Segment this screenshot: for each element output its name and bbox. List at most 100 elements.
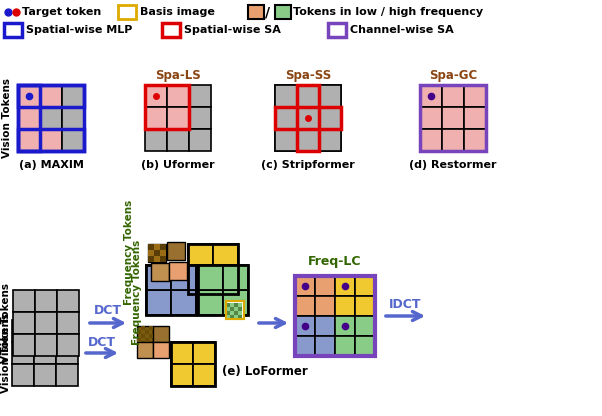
Bar — [167, 107, 189, 129]
Bar — [62, 107, 84, 129]
Text: IDCT: IDCT — [389, 297, 422, 310]
Bar — [18, 129, 40, 151]
Bar — [57, 334, 79, 356]
Bar — [355, 316, 375, 336]
Bar — [137, 330, 141, 334]
Text: (e) LoFormer: (e) LoFormer — [222, 366, 308, 379]
Bar — [167, 129, 189, 151]
Bar — [137, 342, 153, 358]
Bar — [193, 342, 215, 364]
Bar — [154, 250, 160, 256]
Bar — [12, 320, 34, 342]
Text: (b) Uformer: (b) Uformer — [141, 160, 215, 170]
Bar — [213, 269, 238, 294]
Bar — [319, 85, 341, 107]
Bar — [230, 307, 234, 311]
Bar — [18, 129, 84, 151]
Bar — [189, 129, 211, 151]
Bar — [137, 326, 153, 342]
Text: Vision Tokens: Vision Tokens — [1, 283, 11, 363]
Bar — [315, 336, 335, 356]
Bar — [275, 107, 341, 129]
Bar — [4, 23, 22, 37]
Bar — [275, 129, 297, 151]
Bar — [295, 276, 315, 296]
Bar — [145, 330, 149, 334]
Text: Spatial-wise SA: Spatial-wise SA — [184, 25, 281, 35]
Bar — [226, 303, 230, 307]
Bar — [297, 129, 319, 151]
Bar — [57, 312, 79, 334]
Bar — [226, 301, 244, 319]
Bar — [297, 85, 319, 107]
Text: Vision Tokens: Vision Tokens — [1, 313, 11, 393]
Bar — [226, 301, 244, 319]
Bar — [315, 316, 335, 336]
Bar — [328, 23, 346, 37]
Text: Vision Tokens: Vision Tokens — [2, 78, 12, 158]
Bar — [464, 85, 486, 107]
Bar — [160, 244, 166, 250]
Bar — [226, 311, 230, 315]
Bar — [145, 85, 167, 107]
Bar — [162, 23, 180, 37]
Bar — [13, 312, 35, 334]
Bar — [160, 256, 166, 262]
Bar — [355, 276, 375, 296]
Bar — [146, 265, 196, 315]
Bar — [420, 85, 486, 151]
Bar — [167, 242, 185, 260]
Bar — [238, 307, 242, 311]
Bar — [238, 315, 242, 319]
Bar — [118, 5, 136, 19]
Bar — [18, 85, 84, 151]
Bar — [234, 307, 238, 311]
Bar — [40, 85, 62, 107]
Bar — [420, 85, 442, 107]
Bar — [167, 107, 189, 129]
Bar — [319, 107, 341, 129]
Bar — [297, 107, 319, 129]
Bar — [198, 290, 223, 315]
Bar — [234, 303, 238, 307]
Bar — [213, 244, 238, 269]
Bar — [319, 129, 341, 151]
Bar — [148, 244, 154, 250]
Bar — [56, 364, 78, 386]
Bar — [297, 129, 319, 151]
Bar — [335, 296, 355, 316]
Bar — [230, 315, 234, 319]
Bar — [297, 107, 319, 129]
Bar — [275, 129, 297, 151]
Bar — [297, 107, 319, 129]
Bar — [145, 85, 167, 107]
Bar — [145, 107, 167, 129]
Bar — [18, 85, 40, 107]
Bar — [141, 326, 145, 330]
Bar — [226, 307, 230, 311]
Bar — [34, 342, 56, 364]
Text: (c) Stripformer: (c) Stripformer — [261, 160, 355, 170]
Bar — [193, 364, 215, 386]
Bar — [148, 250, 154, 256]
Bar — [188, 269, 213, 294]
Bar — [248, 5, 264, 19]
Bar — [295, 336, 315, 356]
Bar — [275, 107, 297, 129]
Bar — [297, 107, 319, 129]
Bar — [151, 263, 169, 281]
Bar — [40, 129, 62, 151]
Bar — [275, 107, 297, 129]
Bar — [319, 85, 341, 107]
Bar — [137, 338, 141, 342]
Bar — [226, 315, 230, 319]
Bar — [160, 250, 166, 256]
Bar — [34, 364, 56, 386]
Bar — [297, 129, 319, 151]
Bar — [238, 311, 242, 315]
Bar — [171, 342, 215, 386]
Bar — [189, 85, 211, 107]
Bar — [13, 334, 35, 356]
Bar — [198, 265, 248, 315]
Bar — [154, 244, 160, 250]
